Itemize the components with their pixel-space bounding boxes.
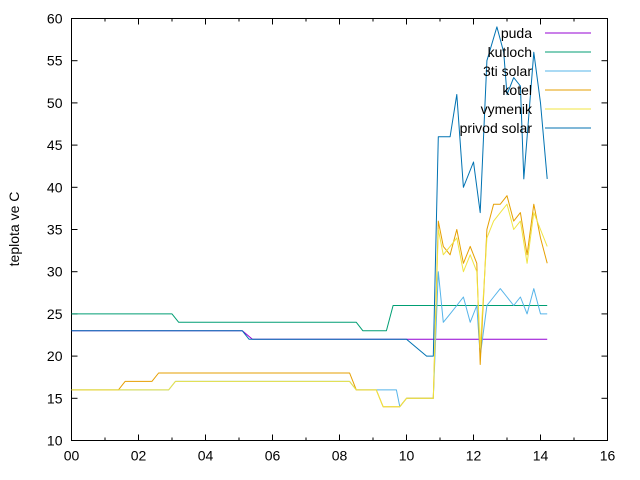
- series-line-privod-solar: [71, 26, 548, 357]
- legend-label: vymenik: [481, 101, 533, 117]
- x-tick-label: 04: [198, 448, 214, 464]
- y-tick-label: 50: [47, 95, 63, 111]
- legend-label: kotel: [502, 82, 532, 98]
- y-tick-label: 55: [47, 53, 63, 69]
- legend-label: puda: [501, 25, 532, 41]
- y-tick-label: 40: [47, 179, 63, 195]
- legend-label: privod solar: [460, 120, 533, 136]
- y-tick-label: 10: [47, 433, 63, 449]
- y-tick-label: 20: [47, 348, 63, 364]
- y-tick-label: 30: [47, 264, 63, 280]
- series-line-kutloch: [71, 305, 548, 332]
- series-line-kotel: [71, 195, 548, 408]
- x-axis: 00 02 04 06 08 10 12 14 16: [64, 18, 616, 464]
- x-tick-label: 08: [332, 448, 348, 464]
- legend: puda kutloch 3ti solar kotel vymenik privod s…: [460, 25, 591, 136]
- x-tick-label: 14: [533, 448, 549, 464]
- y-tick-label: 45: [47, 137, 63, 153]
- x-tick-label: 02: [131, 448, 147, 464]
- y-axis-title: teplota ve C: [6, 192, 22, 267]
- x-tick-label: 10: [399, 448, 415, 464]
- y-axis: 10 15 20 25 30 35 40 45 50 55 60: [47, 11, 608, 449]
- series-line-vymenik: [71, 203, 548, 408]
- legend-label: kutloch: [488, 44, 532, 60]
- y-tick-label: 25: [47, 306, 63, 322]
- x-tick-label: 12: [466, 448, 482, 464]
- x-tick-label: 00: [64, 448, 80, 464]
- legend-label: 3ti solar: [483, 63, 532, 79]
- y-tick-label: 60: [47, 11, 63, 27]
- x-tick-label: 06: [265, 448, 281, 464]
- series-lines: [71, 26, 548, 408]
- y-tick-label: 35: [47, 222, 63, 238]
- y-tick-label: 15: [47, 390, 63, 406]
- x-tick-label: 16: [600, 448, 616, 464]
- series-line-puda: [71, 330, 548, 340]
